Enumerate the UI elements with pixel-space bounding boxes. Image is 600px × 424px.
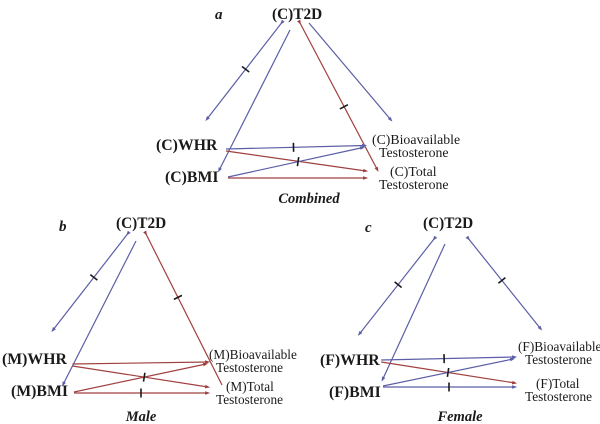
svg-text:Male: Male xyxy=(125,409,157,424)
svg-text:Testosterone: Testosterone xyxy=(216,360,283,375)
svg-text:(C)BMI: (C)BMI xyxy=(165,169,219,186)
svg-text:(C)T2D: (C)T2D xyxy=(423,215,473,232)
svg-text:(F)BMI: (F)BMI xyxy=(329,384,381,401)
svg-text:Combined: Combined xyxy=(278,191,340,207)
svg-text:c: c xyxy=(365,220,372,236)
svg-text:(M)BMI: (M)BMI xyxy=(11,383,68,400)
svg-text:Female: Female xyxy=(436,409,483,424)
svg-text:Testosterone: Testosterone xyxy=(379,177,449,192)
svg-text:(F)WHR: (F)WHR xyxy=(320,352,380,369)
svg-text:(C)T2D: (C)T2D xyxy=(272,6,322,23)
svg-text:(C)WHR: (C)WHR xyxy=(156,137,218,154)
svg-text:(M)WHR: (M)WHR xyxy=(2,351,68,368)
svg-text:a: a xyxy=(215,7,223,23)
svg-text:(C)T2D: (C)T2D xyxy=(116,215,166,232)
svg-text:Testosterone: Testosterone xyxy=(216,392,283,407)
svg-text:b: b xyxy=(59,219,67,235)
svg-text:Testosterone: Testosterone xyxy=(379,145,449,160)
svg-text:Testosterone: Testosterone xyxy=(525,352,592,367)
svg-text:Testosterone: Testosterone xyxy=(525,389,592,404)
